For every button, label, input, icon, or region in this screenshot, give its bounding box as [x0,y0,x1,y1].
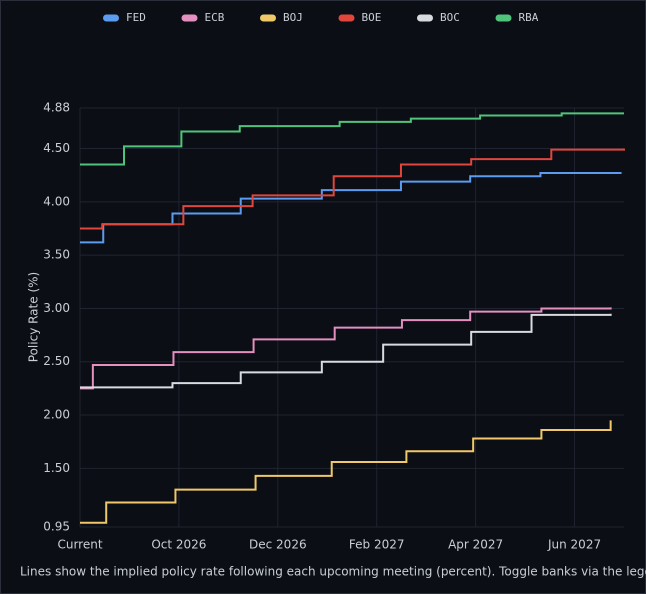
legend-item[interactable]: BOC [417,11,460,24]
caption: Lines show the implied policy rate follo… [20,565,646,579]
x-tick-label: Feb 2027 [349,538,405,552]
legend-swatch [103,14,119,22]
y-axis-label: Policy Rate (%) [27,272,41,362]
series-group [80,420,612,524]
series-line [80,307,612,390]
y-tick-label: 3.50 [43,248,70,262]
legend-item[interactable]: FED [103,11,146,24]
legend-label: RBA [519,11,539,24]
series-line [80,420,612,524]
y-tick-label: 1.50 [43,461,70,475]
legend-label: ECB [205,11,225,24]
legend-swatch [417,14,433,22]
x-tick-label: Current [57,538,102,552]
legend-swatch [338,14,355,22]
legend-label: BOC [440,11,460,24]
legend-swatch [181,14,198,22]
x-tick-label: Dec 2026 [249,538,307,552]
legend-label: BOE [362,11,382,24]
legend-swatch [260,14,276,22]
y-tick-label: 3.00 [43,301,70,315]
legend-label: FED [126,11,146,24]
series-group [80,112,624,166]
legend-item[interactable]: RBA [495,11,539,24]
legend-swatch [495,14,512,22]
legend-item[interactable]: BOJ [260,11,303,24]
series-group [80,148,625,230]
y-tick-label: 2.00 [43,408,70,422]
x-tick-label: Apr 2027 [448,538,503,552]
y-tick-label: 4.50 [43,141,70,155]
y-tick-label: 0.95 [43,520,70,534]
y-tick-label: 2.50 [43,354,70,368]
x-tick-label: Oct 2026 [151,538,206,552]
series-line [80,148,625,230]
series-group [80,307,612,390]
legend-label: BOJ [283,11,303,24]
series-line [80,313,612,389]
legend-item[interactable]: ECB [181,11,225,24]
series-group [80,313,612,389]
legend-item[interactable]: BOE [338,11,382,24]
y-tick-label: 4.00 [43,194,70,208]
series-line [80,112,624,166]
x-tick-label: Jun 2027 [547,538,601,552]
y-tick-label: 4.88 [43,101,70,115]
